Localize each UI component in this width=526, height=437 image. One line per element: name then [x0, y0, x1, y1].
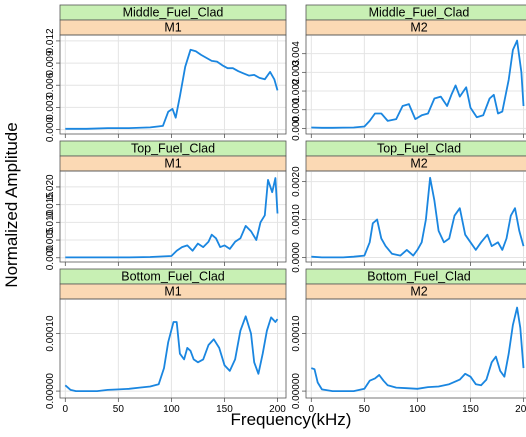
panels-grid: Middle_Fuel_CladM10501001502000.0000.003…: [45, 4, 526, 415]
strip-method-label: M1: [164, 21, 181, 35]
series-line: [65, 48, 279, 130]
x-tick-label: 100: [409, 404, 426, 415]
plot-border: [305, 298, 526, 399]
plot-border: [305, 34, 526, 135]
y-tick-label: 0.003: [45, 94, 56, 119]
x-tick-label: 200: [269, 404, 286, 415]
y-tick-label: 0.000: [45, 245, 56, 270]
y-tick-label: 0.000: [45, 117, 56, 142]
y-tick-label: 0.00000: [291, 373, 302, 410]
panel-top-fuel-clad-m2: Top_Fuel_CladM20501001502000.00000.00100…: [291, 140, 526, 279]
plot-border: [59, 170, 287, 263]
strip-location-label: Middle_Fuel_Clad: [123, 6, 224, 20]
y-tick-label: 0.004: [291, 41, 302, 66]
y-tick-label: 0.020: [45, 174, 56, 199]
y-tick-label: 0.0020: [291, 166, 302, 197]
panel-middle-fuel-clad-m2: Middle_Fuel_CladM20501001502000.0000.001…: [291, 4, 526, 151]
y-axis-title: Normalized Amplitude: [2, 122, 21, 287]
y-tick-label: 0.006: [45, 72, 56, 97]
x-tick-label: 150: [462, 404, 479, 415]
series-line: [64, 315, 279, 392]
x-tick-label: 0: [63, 404, 69, 415]
y-tick-label: 0.000: [291, 115, 302, 140]
series-line: [311, 39, 525, 129]
panel-top-fuel-clad-m1: Top_Fuel_CladM10501001502000.0000.0050.0…: [45, 140, 287, 279]
plot-border: [59, 298, 287, 399]
y-tick-label: 0.00010: [45, 315, 56, 352]
y-tick-label: 0.0000: [291, 242, 302, 273]
x-tick-label: 0: [309, 404, 315, 415]
strip-location-label: Middle_Fuel_Clad: [369, 6, 470, 20]
strip-method-label: M1: [164, 157, 181, 171]
y-tick-label: 0.012: [45, 28, 56, 53]
y-tick-label: 0.003: [291, 59, 302, 84]
x-tick-label: 50: [113, 404, 125, 415]
x-axis-title: Frequency(kHz): [231, 410, 352, 429]
y-tick-label: 0.015: [45, 192, 56, 217]
series-line: [311, 306, 525, 392]
strip-location-label: Bottom_Fuel_Clad: [367, 270, 471, 284]
strip-method-label: M2: [410, 285, 427, 299]
y-tick-label: 0.00010: [291, 315, 302, 352]
y-tick-label: 0.010: [45, 209, 56, 234]
strip-location-label: Top_Fuel_Clad: [377, 142, 461, 156]
strip-location-label: Bottom_Fuel_Clad: [121, 270, 225, 284]
series-line: [65, 177, 279, 259]
strip-method-label: M2: [410, 157, 427, 171]
strip-location-label: Top_Fuel_Clad: [131, 142, 215, 156]
panel-middle-fuel-clad-m1: Middle_Fuel_CladM10501001502000.0000.003…: [45, 4, 287, 151]
strip-method-label: M1: [164, 285, 181, 299]
x-tick-label: 200: [515, 404, 526, 415]
y-tick-label: 0.0010: [291, 204, 302, 235]
x-tick-label: 50: [359, 404, 371, 415]
plot-border: [305, 170, 526, 263]
y-tick-label: 0.005: [45, 227, 56, 252]
strip-method-label: M2: [410, 21, 427, 35]
y-tick-label: 0.001: [291, 97, 302, 122]
x-tick-label: 150: [216, 404, 233, 415]
y-tick-label: 0.009: [45, 50, 56, 75]
y-tick-label: 0.002: [291, 78, 302, 103]
series-line: [311, 176, 525, 259]
y-tick-label: 0.00000: [45, 373, 56, 410]
x-tick-label: 100: [163, 404, 180, 415]
plot-border: [59, 34, 287, 135]
